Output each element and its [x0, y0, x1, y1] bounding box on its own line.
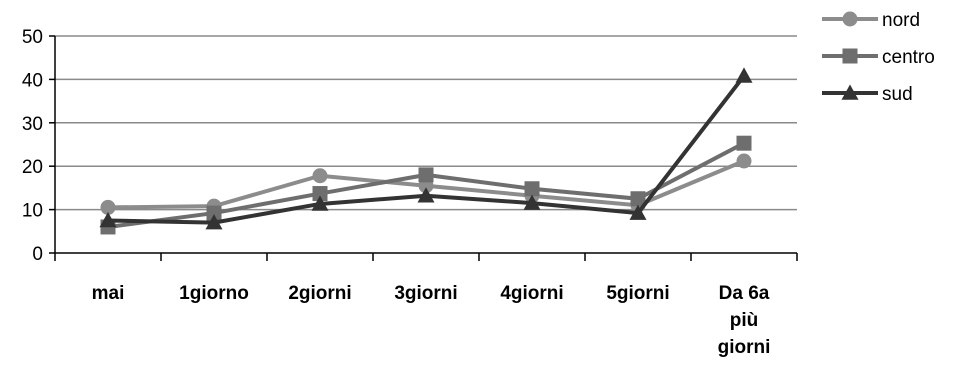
legend-item-centro: centro: [822, 47, 935, 68]
y-tick-label: 40: [22, 70, 43, 91]
x-tick-label: Da 6a più giorni: [718, 283, 771, 358]
data-point-sud: [629, 204, 647, 220]
y-tick-label: 50: [22, 27, 43, 48]
x-tick-label: 5giorni: [606, 283, 669, 304]
x-tick-label: 1giorno: [179, 283, 249, 304]
legend-label: sud: [882, 84, 913, 105]
y-axis-tick-labels: 0 10 20 30 40 50: [22, 27, 43, 265]
x-tick-label: 2giorni: [288, 283, 351, 304]
legend-label: centro: [882, 47, 935, 68]
data-point-centro: [524, 181, 540, 197]
legend-marker: [841, 84, 859, 100]
data-point-nord: [100, 199, 116, 215]
series-lines: [99, 67, 753, 235]
data-point-centro: [736, 135, 752, 151]
x-tick-label: 3giorni: [394, 283, 457, 304]
legend-marker: [842, 48, 858, 64]
data-point-sud: [311, 195, 329, 211]
legend-label: nord: [882, 10, 920, 31]
legend-item-nord: nord: [822, 10, 920, 31]
data-point-sud: [735, 67, 753, 83]
series-centro: [100, 135, 752, 235]
data-point-centro: [418, 167, 434, 183]
legend: nord centro sud: [822, 10, 935, 105]
axes: [49, 35, 798, 261]
data-point-centro: [206, 205, 222, 221]
legend-marker: [842, 11, 858, 27]
data-point-sud: [205, 214, 223, 230]
y-tick-label: 0: [32, 244, 43, 265]
y-tick-label: 20: [22, 157, 43, 178]
series-sud: [99, 67, 753, 230]
data-point-nord: [736, 153, 752, 169]
x-tick-label: 4giorni: [500, 283, 563, 304]
series-nord: [100, 153, 752, 215]
legend-item-sud: sud: [822, 84, 913, 105]
data-point-centro: [630, 191, 646, 207]
data-point-sud: [417, 187, 435, 203]
data-point-nord: [312, 168, 328, 184]
data-point-sud: [99, 211, 117, 228]
x-axis-tick-labels: mai 1giorno 2giorni 3giorni 4giorni 5giorni Da…: [92, 283, 771, 358]
y-tick-label: 10: [22, 201, 43, 222]
x-tick-label: mai: [92, 283, 125, 304]
data-point-sud: [523, 194, 541, 210]
y-tick-label: 30: [22, 114, 43, 135]
data-point-centro: [312, 186, 328, 202]
